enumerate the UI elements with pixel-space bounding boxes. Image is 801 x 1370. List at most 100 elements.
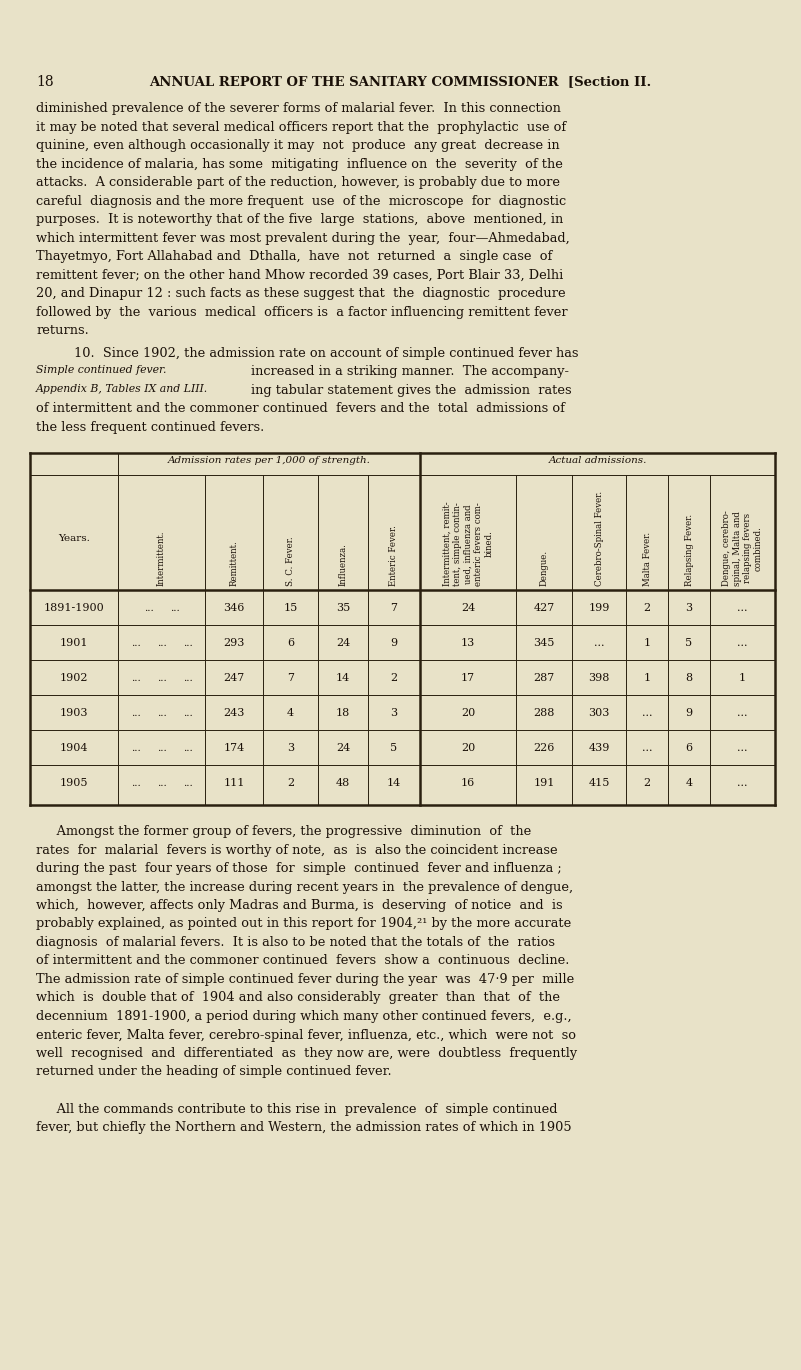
Text: 346: 346: [223, 603, 244, 614]
Text: 288: 288: [533, 708, 554, 718]
Text: Enteric Fever.: Enteric Fever.: [389, 525, 399, 586]
Text: 5: 5: [390, 743, 397, 754]
Text: 14: 14: [387, 778, 401, 788]
Text: Intermittent.: Intermittent.: [157, 530, 166, 586]
Text: 13: 13: [461, 638, 475, 648]
Text: 287: 287: [533, 673, 554, 684]
Text: during the past  four years of those  for  simple  continued  fever and influenz: during the past four years of those for …: [36, 862, 562, 875]
Text: Influenza.: Influenza.: [339, 543, 348, 586]
Text: 1904: 1904: [60, 743, 88, 754]
Text: ...: ...: [642, 708, 652, 718]
Text: Dengue.: Dengue.: [540, 549, 549, 586]
Text: returns.: returns.: [36, 323, 89, 337]
Text: amongst the latter, the increase during recent years in  the prevalence of dengu: amongst the latter, the increase during …: [36, 881, 574, 893]
Text: 9: 9: [390, 638, 397, 648]
Text: well  recognised  and  differentiated  as  they now are, were  doubtless  freque: well recognised and differentiated as th…: [36, 1047, 578, 1060]
Text: remittent fever; on the other hand Mhow recorded 39 cases, Port Blair 33, Delhi: remittent fever; on the other hand Mhow …: [36, 269, 563, 281]
Text: 6: 6: [287, 638, 294, 648]
Text: 24: 24: [336, 638, 350, 648]
Text: 303: 303: [588, 708, 610, 718]
Text: attacks.  A considerable part of the reduction, however, is probably due to more: attacks. A considerable part of the redu…: [36, 175, 560, 189]
Text: 18: 18: [36, 75, 54, 89]
Text: which  is  double that of  1904 and also considerably  greater  than  that  of  : which is double that of 1904 and also co…: [36, 992, 560, 1004]
Text: it may be noted that several medical officers report that the  prophylactic  use: it may be noted that several medical off…: [36, 121, 566, 133]
Text: of intermittent and the commoner continued  fevers  show a  continuous  decline.: of intermittent and the commoner continu…: [36, 955, 570, 967]
Text: 7: 7: [391, 603, 397, 614]
Text: ...: ...: [131, 778, 140, 788]
Text: 2: 2: [643, 778, 650, 788]
Text: 174: 174: [223, 743, 244, 754]
Text: ...: ...: [131, 638, 140, 648]
Text: 10.  Since 1902, the admission rate on account of simple continued fever has: 10. Since 1902, the admission rate on ac…: [74, 347, 578, 359]
Text: 247: 247: [223, 673, 244, 684]
Text: 1: 1: [643, 673, 650, 684]
Text: Thayetmyo, Fort Allahabad and  Dthalla,  have  not  returned  a  single case  of: Thayetmyo, Fort Allahabad and Dthalla, h…: [36, 249, 552, 263]
Text: Years.: Years.: [58, 534, 90, 543]
Text: ANNUAL REPORT OF THE SANITARY COMMISSIONER  [Section II.: ANNUAL REPORT OF THE SANITARY COMMISSION…: [149, 75, 652, 88]
Text: ...: ...: [594, 638, 604, 648]
Text: ...: ...: [131, 744, 140, 752]
Text: 2: 2: [390, 673, 397, 684]
Text: ...: ...: [131, 708, 140, 718]
Text: 24: 24: [336, 743, 350, 754]
Text: 111: 111: [223, 778, 244, 788]
Text: ...: ...: [157, 778, 167, 788]
Text: increased in a striking manner.  The accompany-: increased in a striking manner. The acco…: [251, 364, 569, 378]
Text: Admission rates per 1,000 of strength.: Admission rates per 1,000 of strength.: [167, 456, 370, 464]
Text: 5: 5: [686, 638, 693, 648]
Text: 18: 18: [336, 708, 350, 718]
Text: 24: 24: [461, 603, 475, 614]
Text: 4: 4: [287, 708, 294, 718]
Text: 243: 243: [223, 708, 244, 718]
Text: 4: 4: [686, 778, 693, 788]
Text: ...: ...: [157, 638, 167, 648]
Text: ...: ...: [642, 743, 652, 754]
Text: ...: ...: [183, 674, 192, 682]
Text: ...: ...: [157, 744, 167, 752]
Text: Dengue, cerebro-
spinal, Malta and
relapsing fevers
combined.: Dengue, cerebro- spinal, Malta and relap…: [723, 510, 763, 586]
Text: 8: 8: [686, 673, 693, 684]
Text: 345: 345: [533, 638, 554, 648]
Text: enteric fever, Malta fever, cerebro-spinal fever, influenza, etc., which  were n: enteric fever, Malta fever, cerebro-spin…: [36, 1029, 576, 1041]
Text: Relapsing Fever.: Relapsing Fever.: [685, 514, 694, 586]
Text: 6: 6: [686, 743, 693, 754]
Text: ...: ...: [183, 744, 192, 752]
Text: 2: 2: [643, 603, 650, 614]
Text: 9: 9: [686, 708, 693, 718]
Text: Appendix B, Tables IX and LIII.: Appendix B, Tables IX and LIII.: [36, 384, 208, 393]
Text: ...: ...: [737, 743, 748, 754]
Text: 20: 20: [461, 743, 475, 754]
Text: 14: 14: [336, 673, 350, 684]
Text: ...: ...: [183, 708, 192, 718]
Text: which intermittent fever was most prevalent during the  year,  four—Ahmedabad,: which intermittent fever was most preval…: [36, 232, 570, 244]
Text: which,  however, affects only Madras and Burma, is  deserving  of notice  and  i: which, however, affects only Madras and …: [36, 899, 562, 912]
Text: 20: 20: [461, 708, 475, 718]
Text: ...: ...: [737, 708, 748, 718]
Text: 16: 16: [461, 778, 475, 788]
Text: 3: 3: [686, 603, 693, 614]
Text: Cerebro-Spinal Fever.: Cerebro-Spinal Fever.: [594, 490, 603, 586]
Text: ...: ...: [737, 778, 748, 788]
Text: purposes.  It is noteworthy that of the five  large  stations,  above  mentioned: purposes. It is noteworthy that of the f…: [36, 212, 563, 226]
Text: quinine, even although occasionally it may  not  produce  any great  decrease in: quinine, even although occasionally it m…: [36, 138, 560, 152]
Text: 2: 2: [287, 778, 294, 788]
Text: 20, and Dinapur 12 : such facts as these suggest that  the  diagnostic  procedur: 20, and Dinapur 12 : such facts as these…: [36, 286, 566, 300]
Text: Remittent.: Remittent.: [230, 540, 239, 586]
Text: 1903: 1903: [60, 708, 88, 718]
Text: ing tabular statement gives the  admission  rates: ing tabular statement gives the admissio…: [251, 384, 572, 396]
Text: 1905: 1905: [60, 778, 88, 788]
Text: The admission rate of simple continued fever during the year  was  47·9 per  mil: The admission rate of simple continued f…: [36, 973, 574, 986]
Text: 1: 1: [643, 638, 650, 648]
Text: ...: ...: [143, 604, 153, 612]
Text: All the commands contribute to this rise in  prevalence  of  simple continued: All the commands contribute to this rise…: [36, 1103, 557, 1115]
Text: Malta Fever.: Malta Fever.: [642, 532, 651, 586]
Text: 15: 15: [284, 603, 298, 614]
Text: probably explained, as pointed out in this report for 1904,²¹ by the more accura: probably explained, as pointed out in th…: [36, 918, 571, 930]
Text: 1891-1900: 1891-1900: [43, 603, 104, 614]
Text: 1: 1: [739, 673, 746, 684]
Text: the less frequent continued fevers.: the less frequent continued fevers.: [36, 421, 264, 433]
Text: ...: ...: [170, 604, 179, 612]
Text: ...: ...: [157, 674, 167, 682]
Text: 35: 35: [336, 603, 350, 614]
Text: 48: 48: [336, 778, 350, 788]
